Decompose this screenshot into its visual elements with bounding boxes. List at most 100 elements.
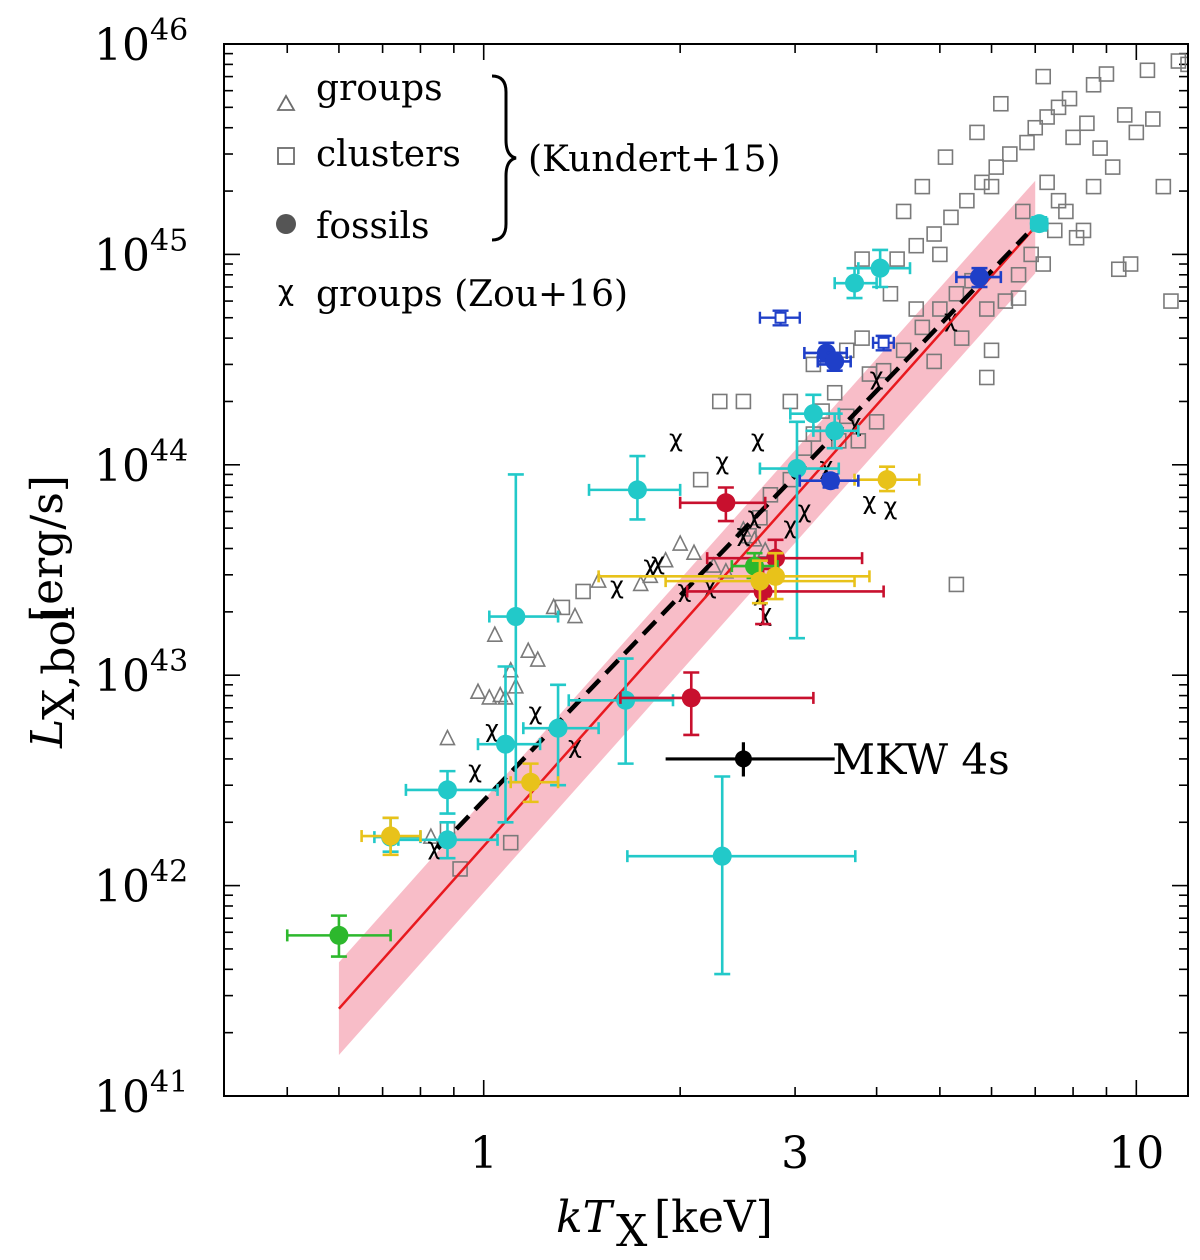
cluster-point bbox=[1104, 159, 1121, 175]
cluster-point bbox=[1010, 290, 1027, 306]
blue-square-point bbox=[877, 336, 890, 349]
zou-point: χ bbox=[528, 697, 542, 725]
group-point bbox=[502, 660, 520, 678]
cluster-point bbox=[1065, 129, 1081, 146]
cluster-point bbox=[692, 471, 709, 488]
zou-point: χ bbox=[651, 548, 665, 576]
zou-point: χ bbox=[751, 424, 765, 452]
legend-square-icon bbox=[277, 147, 295, 165]
cluster-point bbox=[926, 353, 942, 370]
y-tick-label: 1043 bbox=[94, 644, 188, 702]
legend-cross-icon: χ bbox=[278, 274, 294, 307]
legend-label-zou: groups (Zou+16) bbox=[316, 274, 628, 315]
group-point bbox=[657, 550, 674, 568]
fossil-point bbox=[803, 404, 823, 424]
group-point bbox=[422, 827, 440, 844]
cluster-point bbox=[1110, 261, 1127, 278]
zou-point: χ bbox=[715, 447, 729, 475]
fossil-point bbox=[1029, 214, 1049, 234]
cluster-point bbox=[826, 384, 843, 401]
y-axis-title: L X,bol [erg/s] bbox=[22, 475, 85, 749]
fossil-point bbox=[821, 471, 841, 491]
cluster-point bbox=[868, 414, 885, 430]
fossil-point bbox=[437, 780, 457, 800]
legend: groups clusters fossils χ groups (Zou+16… bbox=[276, 68, 781, 315]
x-axis-title: kT X [keV] bbox=[556, 1192, 773, 1257]
cluster-point bbox=[914, 178, 931, 195]
fossil-point bbox=[712, 846, 732, 866]
plot-frame bbox=[223, 43, 1189, 1097]
cluster-point bbox=[993, 95, 1009, 112]
fossil-point bbox=[825, 351, 845, 371]
blue-open-square-markers bbox=[758, 309, 896, 352]
x-tick-label: 10 bbox=[1108, 1128, 1164, 1179]
cluster-point bbox=[711, 393, 728, 410]
cluster-point bbox=[948, 285, 965, 302]
cluster-point bbox=[983, 178, 1000, 195]
group-point bbox=[632, 574, 649, 592]
legend-label-clusters: clusters bbox=[316, 134, 461, 175]
fossil-point bbox=[496, 734, 516, 754]
blue-square-point bbox=[774, 311, 787, 324]
fossil-point bbox=[506, 607, 526, 627]
fit-dashed-line bbox=[436, 232, 1029, 851]
cluster-point bbox=[1116, 107, 1133, 123]
fossil-point bbox=[870, 258, 890, 278]
cluster-point bbox=[882, 285, 899, 302]
cluster-point bbox=[1155, 178, 1172, 195]
cluster-point bbox=[1092, 140, 1108, 156]
cluster-point bbox=[948, 576, 965, 593]
fossil-markers bbox=[285, 214, 1049, 976]
y-tick-label: 1044 bbox=[94, 434, 188, 492]
y-tick-label: 1041 bbox=[94, 1065, 188, 1123]
cluster-point bbox=[1085, 76, 1102, 93]
zou-point: χ bbox=[669, 424, 683, 452]
cluster-point bbox=[1145, 111, 1161, 127]
mkw4s-point bbox=[734, 750, 752, 768]
cluster-point bbox=[1027, 119, 1044, 136]
cluster-point bbox=[1019, 134, 1035, 151]
cluster-point bbox=[554, 599, 571, 616]
zou-point: χ bbox=[783, 512, 797, 540]
fossil-point bbox=[716, 493, 736, 513]
fossil-point bbox=[381, 826, 401, 846]
group-point bbox=[685, 543, 703, 561]
cluster-markers bbox=[439, 53, 1188, 877]
cluster-point bbox=[1010, 266, 1027, 283]
cluster-point bbox=[1139, 62, 1156, 79]
y-axis-l: L bbox=[22, 719, 73, 749]
cluster-point bbox=[908, 237, 925, 254]
x-tick-label: 1 bbox=[470, 1128, 498, 1179]
y-tick-label: 1045 bbox=[94, 223, 188, 281]
group-point bbox=[519, 641, 537, 659]
legend-triangle-icon bbox=[276, 94, 296, 111]
fossil-point bbox=[681, 688, 701, 708]
cluster-point bbox=[1075, 222, 1092, 239]
x-tick-label: 3 bbox=[781, 1128, 809, 1179]
axis-ticks bbox=[223, 44, 1188, 1097]
group-point bbox=[566, 606, 584, 624]
fossil-point bbox=[845, 273, 865, 293]
fossil-point bbox=[616, 690, 636, 710]
fossil-point bbox=[627, 480, 647, 500]
cluster-point bbox=[1079, 115, 1095, 132]
legend-circle-icon bbox=[276, 214, 296, 234]
cluster-point bbox=[978, 301, 995, 317]
legend-brace-label: (Kundert+15) bbox=[528, 139, 781, 180]
cluster-point bbox=[953, 330, 970, 346]
cluster-point bbox=[854, 251, 870, 267]
group-point bbox=[529, 650, 547, 667]
cluster-point bbox=[895, 342, 912, 359]
zou-point: χ bbox=[468, 756, 482, 784]
cluster-point bbox=[997, 293, 1014, 309]
cluster-point bbox=[908, 301, 925, 317]
cluster-point bbox=[959, 192, 975, 209]
zou-point: χ bbox=[797, 495, 811, 523]
cluster-point bbox=[1122, 256, 1139, 272]
zou-point: χ bbox=[863, 487, 877, 515]
x-axis-kt: kT bbox=[556, 1192, 616, 1243]
cluster-point bbox=[1039, 174, 1055, 191]
fossil-point bbox=[787, 459, 807, 479]
legend-label-groups: groups bbox=[316, 68, 443, 109]
